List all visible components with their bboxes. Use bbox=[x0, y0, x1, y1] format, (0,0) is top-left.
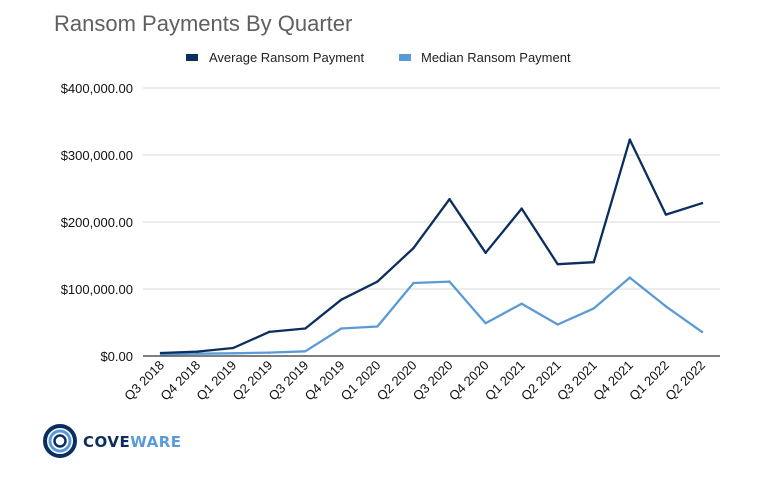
coveware-logo: COVEWARE bbox=[43, 424, 182, 458]
data-point-average bbox=[520, 207, 523, 210]
data-point-average bbox=[592, 261, 595, 264]
data-point-median bbox=[700, 330, 704, 334]
data-point-median bbox=[664, 305, 668, 308]
chart-title: Ransom Payments By Quarter bbox=[54, 11, 352, 36]
legend-swatch-average bbox=[186, 54, 198, 61]
data-point-median bbox=[376, 325, 379, 328]
data-point-average bbox=[376, 280, 379, 283]
data-point-average bbox=[412, 246, 415, 250]
data-point-average bbox=[556, 263, 559, 266]
data-point-average bbox=[195, 350, 199, 353]
data-point-average bbox=[448, 198, 451, 201]
data-point-median bbox=[304, 350, 307, 353]
legend: Average Ransom Payment Median Ransom Pay… bbox=[186, 50, 571, 65]
legend-label-average: Average Ransom Payment bbox=[209, 50, 365, 65]
data-point-median bbox=[412, 281, 415, 285]
data-point-median bbox=[556, 323, 559, 326]
data-point-median bbox=[268, 351, 271, 354]
y-tick-label: $300,000.00 bbox=[61, 148, 133, 163]
data-point-median bbox=[592, 307, 595, 310]
logo-text-ware: WARE bbox=[130, 433, 181, 451]
series-lines bbox=[159, 138, 704, 356]
logo-text: COVEWARE bbox=[83, 433, 182, 451]
y-axis-ticks: $0.00 $100,000.00 $200,000.00 $300,000.00 $4… bbox=[61, 81, 133, 364]
data-point-average bbox=[231, 346, 235, 350]
logo-text-cove: COVE bbox=[83, 433, 130, 451]
y-tick-label: $100,000.00 bbox=[61, 282, 133, 297]
data-point-average bbox=[268, 330, 271, 334]
x-tick-label: Q2 2022 bbox=[662, 358, 708, 404]
y-tick-label: $400,000.00 bbox=[61, 81, 133, 96]
data-point-average bbox=[340, 298, 343, 301]
legend-swatch-median bbox=[399, 54, 411, 61]
data-point-average bbox=[628, 138, 632, 141]
data-point-average bbox=[484, 251, 487, 255]
data-point-average bbox=[664, 213, 668, 216]
y-tick-label: $200,000.00 bbox=[61, 215, 133, 230]
y-tick-label: $0.00 bbox=[100, 349, 133, 364]
data-point-average bbox=[159, 351, 163, 355]
series-line-median bbox=[159, 276, 704, 356]
data-point-average bbox=[700, 202, 704, 205]
data-point-median bbox=[195, 352, 199, 355]
data-point-median bbox=[520, 302, 523, 305]
legend-label-median: Median Ransom Payment bbox=[421, 50, 571, 65]
data-point-median bbox=[484, 321, 487, 325]
data-point-median bbox=[628, 276, 632, 279]
data-point-median bbox=[231, 352, 235, 355]
data-point-average bbox=[304, 327, 307, 330]
coveware-ring-icon bbox=[43, 424, 77, 458]
data-point-median bbox=[448, 280, 451, 283]
series-line-average bbox=[159, 138, 704, 355]
data-point-median bbox=[340, 327, 343, 330]
